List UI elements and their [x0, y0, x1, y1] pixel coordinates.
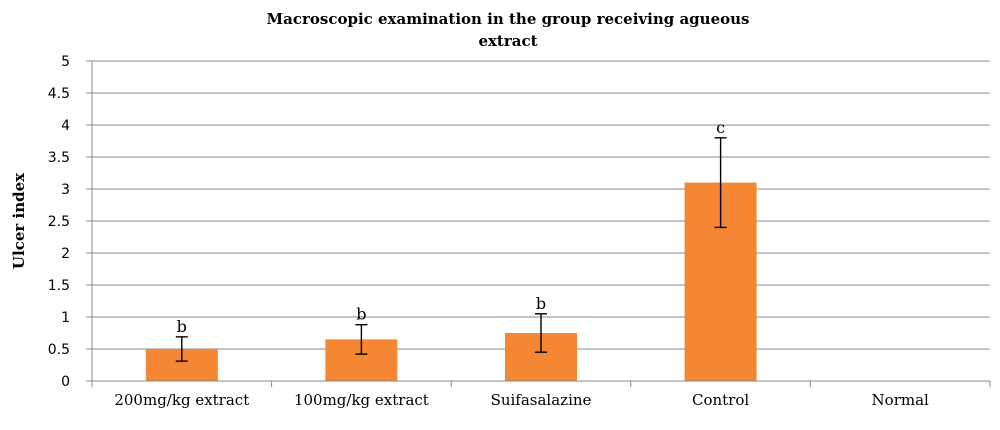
- y-tick-labels: 0 0.5 1 1.5 2 2.5 3 3.5 4 4.5 5: [48, 54, 70, 390]
- y-tick-label: 5: [61, 54, 70, 70]
- y-tick-label: 1.5: [48, 278, 70, 294]
- x-tick-label: Suifasalazine: [491, 391, 592, 409]
- x-tick-label: 100mg/kg extract: [294, 391, 429, 409]
- x-tick-label: Normal: [872, 391, 929, 409]
- data-label: b: [536, 294, 546, 313]
- data-label: b: [356, 305, 366, 324]
- data-label: c: [716, 118, 725, 137]
- y-tick-label: 3: [61, 182, 70, 198]
- y-tick-label: 4: [61, 118, 70, 134]
- x-tick-label: 200mg/kg extract: [114, 391, 249, 409]
- y-tick-label: 1: [61, 310, 70, 326]
- error-bars: [175, 137, 727, 362]
- y-tick-label: 2: [61, 246, 70, 262]
- axes: [86, 60, 991, 387]
- x-tick-labels: 200mg/kg extract 100mg/kg extract Suifasal…: [114, 391, 929, 409]
- chart-title-line-2: extract: [478, 32, 537, 50]
- y-axis-label: Ulcer index: [10, 172, 28, 269]
- y-tick-label: 3.5: [48, 150, 70, 166]
- gridlines: [92, 60, 990, 350]
- x-tick-label: Control: [692, 391, 749, 409]
- chart-title-line-1: Macroscopic examination in the group rec…: [267, 10, 750, 28]
- data-labels: b b b c: [177, 118, 725, 336]
- y-tick-label: 2.5: [48, 214, 70, 230]
- data-label: b: [177, 317, 187, 336]
- y-tick-label: 4.5: [48, 86, 70, 102]
- y-tick-label: 0: [61, 374, 70, 390]
- bars: [145, 182, 757, 381]
- y-tick-label: 0.5: [48, 342, 70, 358]
